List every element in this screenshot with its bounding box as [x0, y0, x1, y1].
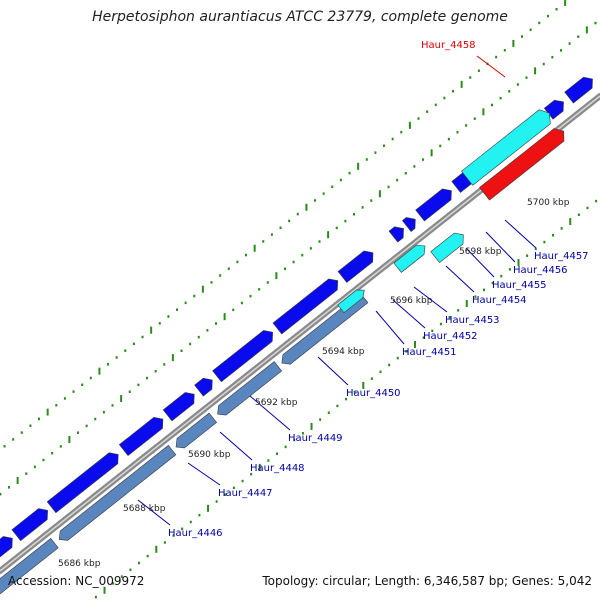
highlight-gene-arrow — [479, 128, 565, 201]
scale-label: 5690 kbp — [188, 450, 231, 460]
label-leader-line — [219, 431, 253, 461]
gene-label[interactable]: Haur_4457 — [534, 251, 589, 262]
forward-gene-arrow — [162, 392, 195, 422]
scale-label: 5688 kbp — [123, 504, 166, 514]
highlight-gene-arrow — [430, 232, 464, 264]
forward-gene-arrow — [0, 536, 13, 558]
gene-label[interactable]: Haur_4452 — [423, 331, 478, 342]
label-leader-line — [375, 310, 405, 345]
topology-text: Topology: circular; Length: 6,346,587 bp… — [262, 574, 592, 588]
label-leader-line — [413, 286, 448, 313]
forward-gene-arrow — [194, 377, 213, 397]
forward-gene-arrow — [212, 330, 273, 383]
label-leader-line — [137, 499, 171, 526]
label-leaders — [137, 55, 537, 526]
forward-gene-arrow — [564, 76, 593, 104]
forward-gene-arrow — [543, 99, 564, 120]
scale-label: 5698 kbp — [459, 247, 502, 257]
gene-labels: Haur_4446 Haur_4447 Haur_4448 Haur_4449 Haur… — [168, 40, 589, 539]
scale-label: 5686 kbp — [58, 559, 101, 569]
forward-gene-arrow — [11, 508, 48, 542]
forward-gene-arrow — [46, 452, 119, 514]
scale-label: 5700 kbp — [527, 198, 570, 208]
forward-gene-arrow — [388, 226, 404, 243]
highlight-gene-arrow — [337, 289, 365, 314]
reverse-gene-arrow — [58, 444, 177, 541]
gene-label[interactable]: Haur_4456 — [513, 265, 568, 276]
gene-label[interactable]: Haur_4446 — [168, 528, 223, 539]
map-title: Herpetosiphon aurantiacus ATCC 23779, co… — [92, 9, 508, 25]
label-leader-line — [445, 265, 475, 293]
gene-label[interactable]: Haur_4455 — [492, 280, 547, 291]
forward-gene-arrow — [401, 217, 416, 232]
highlight-gene-arrow — [461, 109, 551, 186]
gene-track — [0, 76, 593, 595]
forward-gene-arrow — [272, 278, 339, 335]
label-leader-line — [317, 356, 349, 386]
scale-labels: 5686 kbp 5688 kbp 5690 kbp 5692 kbp 5694 kbp… — [58, 198, 570, 569]
gene-label[interactable]: Haur_4448 — [250, 463, 305, 474]
label-leader-line — [187, 462, 221, 486]
scale-label: 5696 kbp — [390, 296, 433, 306]
label-leader-line — [485, 231, 516, 263]
gene-label[interactable]: Haur_4447 — [218, 488, 273, 499]
label-leader-line — [249, 395, 291, 431]
label-leader-line — [476, 55, 506, 78]
label-leader-line — [504, 219, 537, 249]
label-leader-line — [392, 299, 426, 329]
highlight-gene-arrow — [393, 244, 426, 273]
reverse-gene-arrow — [175, 412, 218, 449]
gene-label[interactable]: Haur_4450 — [346, 388, 401, 399]
gene-label[interactable]: Haur_4449 — [288, 433, 343, 444]
forward-gene-arrow — [337, 250, 374, 283]
reverse-gene-arrow — [0, 538, 59, 595]
scale-label: 5694 kbp — [322, 347, 365, 357]
gene-label[interactable]: Haur_4458 — [421, 40, 476, 51]
forward-gene-arrow — [118, 417, 164, 457]
label-leader-line — [465, 247, 495, 278]
accession-text: Accession: NC_009972 — [8, 574, 145, 588]
gene-label[interactable]: Haur_4451 — [402, 347, 457, 358]
scale-label: 5692 kbp — [255, 398, 298, 408]
gene-label[interactable]: Haur_4453 — [445, 315, 500, 326]
gene-label[interactable]: Haur_4454 — [472, 295, 527, 306]
reverse-gene-arrow — [217, 361, 283, 416]
forward-gene-arrow — [415, 188, 452, 222]
